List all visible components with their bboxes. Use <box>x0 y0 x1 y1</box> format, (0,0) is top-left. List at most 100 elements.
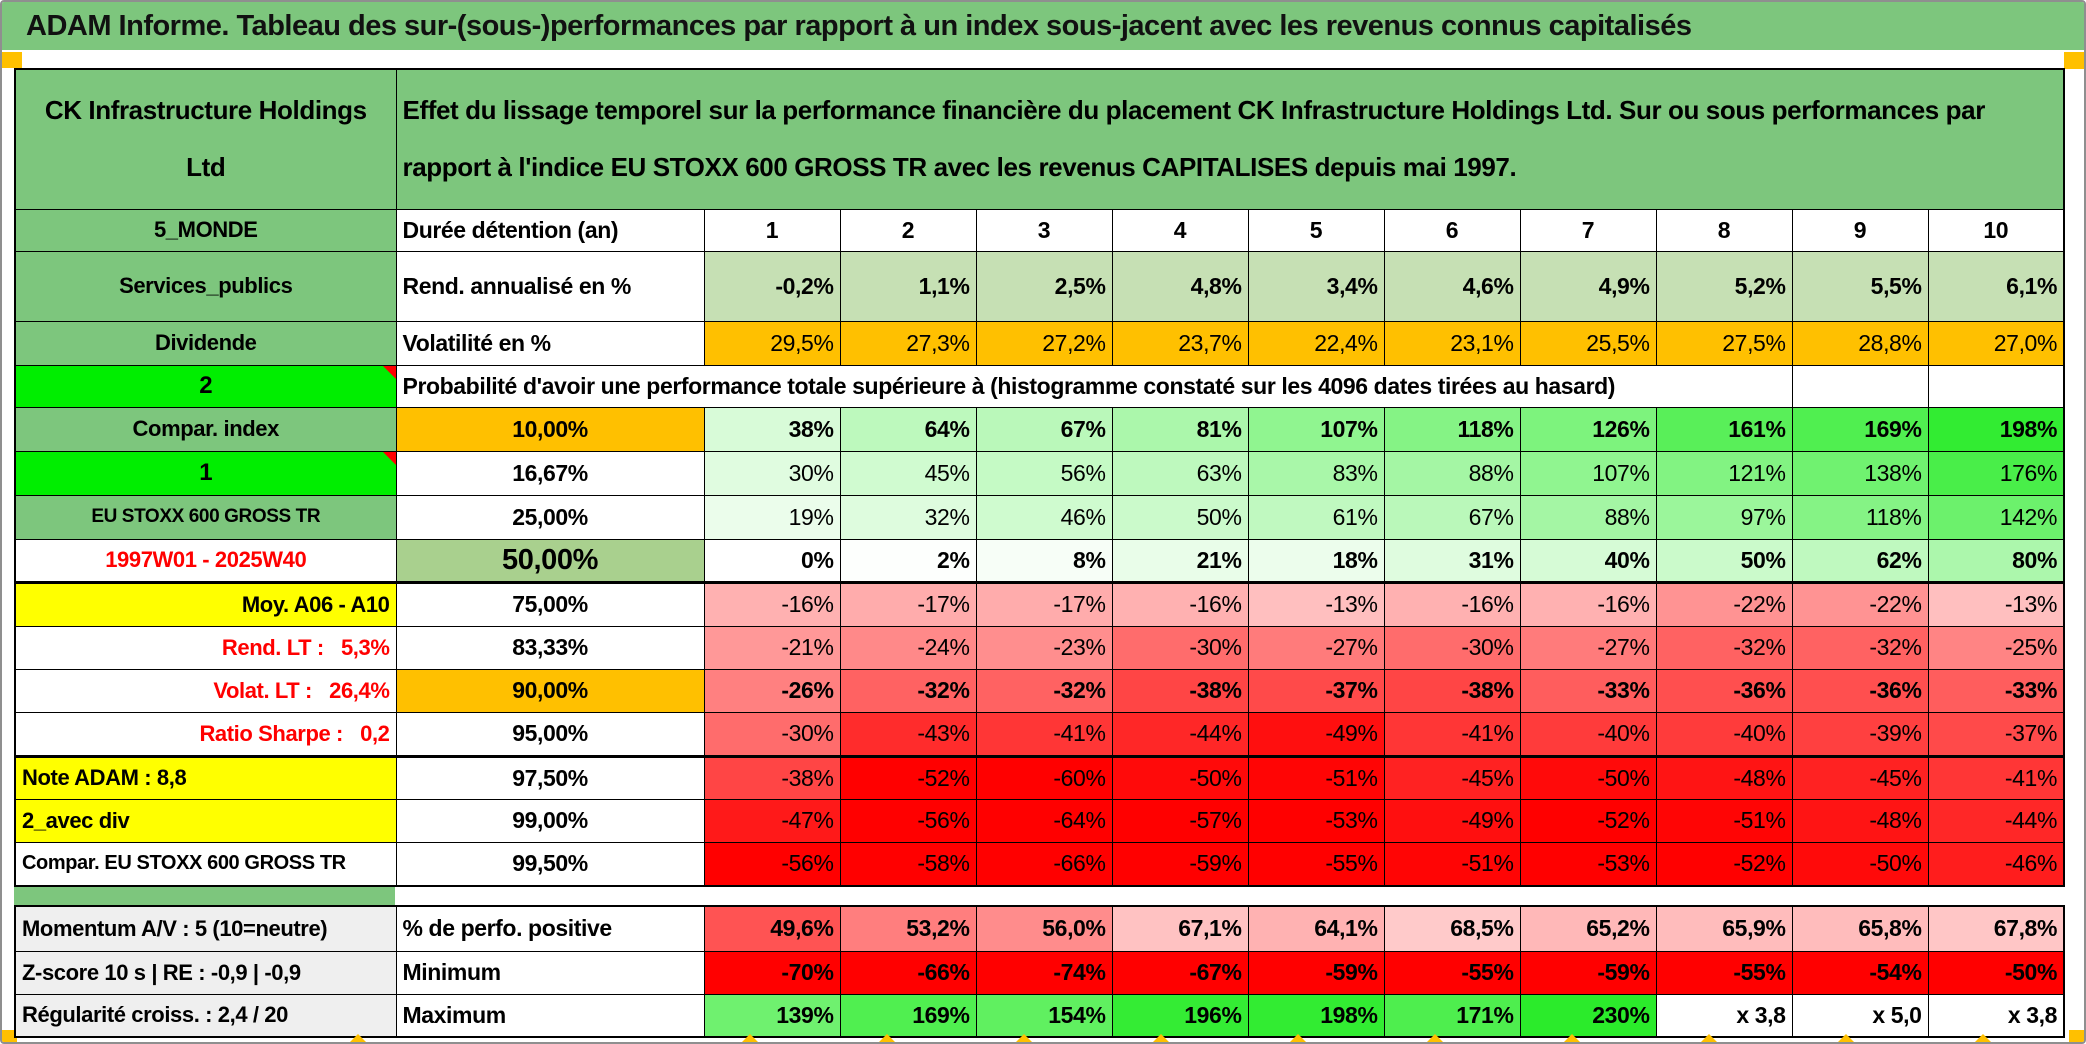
value-cell[interactable]: -64% <box>975 798 1113 843</box>
value-cell[interactable]: 7 <box>1519 208 1657 252</box>
value-cell[interactable]: 196% <box>1111 993 1249 1038</box>
value-cell[interactable]: -51% <box>1655 798 1793 843</box>
value-cell[interactable]: 3,4% <box>1247 250 1385 322</box>
value-cell[interactable]: 67% <box>1383 494 1521 540</box>
value-cell[interactable]: -16% <box>1111 580 1249 627</box>
threshold[interactable]: 25,00% <box>395 494 705 540</box>
value-cell[interactable]: -52% <box>1655 841 1793 887</box>
value-cell[interactable]: 28,8% <box>1791 320 1929 366</box>
value-cell[interactable]: 118% <box>1383 406 1521 452</box>
threshold[interactable]: 97,50% <box>395 754 705 800</box>
value-cell[interactable]: -21% <box>703 625 841 670</box>
value-cell[interactable]: 29,5% <box>703 320 841 366</box>
value-cell[interactable]: 27,2% <box>975 320 1113 366</box>
value-cell[interactable]: -67% <box>1111 950 1249 995</box>
value-cell[interactable]: 169% <box>839 993 977 1038</box>
value-cell[interactable]: 56% <box>975 450 1113 496</box>
value-cell[interactable]: 64,1% <box>1247 905 1385 952</box>
value-cell[interactable]: -32% <box>1791 625 1929 670</box>
value-cell[interactable]: 65,9% <box>1655 905 1793 952</box>
threshold[interactable]: 99,00% <box>395 798 705 843</box>
value-cell[interactable]: -17% <box>975 580 1113 627</box>
value-cell[interactable]: 4,6% <box>1383 250 1521 322</box>
row-label[interactable]: 2_avec div <box>14 798 397 843</box>
value-cell[interactable]: 65,2% <box>1519 905 1657 952</box>
table-description[interactable]: Effet du lissage temporel sur la perform… <box>395 68 2065 210</box>
value-cell[interactable]: -55% <box>1655 950 1793 995</box>
value-cell[interactable]: 88% <box>1383 450 1521 496</box>
value-cell[interactable]: -57% <box>1111 798 1249 843</box>
value-cell[interactable]: -59% <box>1519 950 1657 995</box>
value-cell[interactable]: x 5,0 <box>1791 993 1929 1038</box>
value-cell[interactable]: -17% <box>839 580 977 627</box>
value-cell[interactable]: -36% <box>1655 668 1793 713</box>
value-cell[interactable]: 67,8% <box>1927 905 2065 952</box>
value-cell[interactable]: 5,5% <box>1791 250 1929 322</box>
value-cell[interactable]: -41% <box>1927 754 2065 800</box>
value-cell[interactable]: 4,8% <box>1111 250 1249 322</box>
value-cell[interactable]: -43% <box>839 711 977 757</box>
value-cell[interactable]: 67,1% <box>1111 905 1249 952</box>
value-cell[interactable]: -66% <box>975 841 1113 887</box>
value-cell[interactable]: -46% <box>1927 841 2065 887</box>
value-cell[interactable]: -16% <box>1383 580 1521 627</box>
value-cell[interactable]: 107% <box>1519 450 1657 496</box>
threshold[interactable]: 95,00% <box>395 711 705 757</box>
value-cell[interactable]: 40% <box>1519 538 1657 583</box>
value-cell[interactable]: 27,0% <box>1927 320 2065 366</box>
value-cell[interactable]: -50% <box>1927 950 2065 995</box>
value-cell[interactable]: -13% <box>1927 580 2065 627</box>
value-cell[interactable]: -47% <box>703 798 841 843</box>
value-cell[interactable]: 64% <box>839 406 977 452</box>
value-cell[interactable]: -50% <box>1791 841 1929 887</box>
value-cell[interactable]: 8% <box>975 538 1113 583</box>
row-label[interactable]: 5_MONDE <box>14 208 397 252</box>
value-cell[interactable]: 198% <box>1247 993 1385 1038</box>
row-label[interactable]: Volat. LT : 26,4% <box>14 668 397 713</box>
threshold[interactable]: 99,50% <box>395 841 705 887</box>
value-cell[interactable]: -27% <box>1247 625 1385 670</box>
value-cell[interactable]: 32% <box>839 494 977 540</box>
value-cell[interactable]: -49% <box>1247 711 1385 757</box>
value-cell[interactable]: 23,1% <box>1383 320 1521 366</box>
value-cell[interactable]: 121% <box>1655 450 1793 496</box>
value-cell[interactable]: -55% <box>1247 841 1385 887</box>
value-cell[interactable]: -70% <box>703 950 841 995</box>
value-cell[interactable]: -56% <box>839 798 977 843</box>
value-cell[interactable]: 50% <box>1655 538 1793 583</box>
value-cell[interactable]: -74% <box>975 950 1113 995</box>
row-label[interactable]: Note ADAM : 8,8 <box>14 754 397 800</box>
row-label[interactable]: Momentum A/V : 5 (10=neutre) <box>14 905 397 952</box>
value-cell[interactable]: -66% <box>839 950 977 995</box>
value-cell[interactable]: 2 <box>839 208 977 252</box>
row-label[interactable]: 2 <box>14 364 397 408</box>
value-cell[interactable]: 161% <box>1655 406 1793 452</box>
value-cell[interactable]: -39% <box>1791 711 1929 757</box>
value-cell[interactable]: -40% <box>1519 711 1657 757</box>
value-cell[interactable]: -45% <box>1383 754 1521 800</box>
row-label[interactable]: Z-score 10 s | RE : -0,9 | -0,9 <box>14 950 397 995</box>
value-cell[interactable]: -60% <box>975 754 1113 800</box>
value-cell[interactable]: 118% <box>1791 494 1929 540</box>
value-cell[interactable]: -59% <box>1247 950 1385 995</box>
threshold[interactable]: 90,00% <box>395 668 705 713</box>
value-cell[interactable]: -51% <box>1247 754 1385 800</box>
value-cell[interactable]: 50% <box>1111 494 1249 540</box>
value-cell[interactable]: 2% <box>839 538 977 583</box>
value-cell[interactable]: -36% <box>1791 668 1929 713</box>
value-cell[interactable]: 31% <box>1383 538 1521 583</box>
row-label[interactable]: 1 <box>14 450 397 496</box>
metric-label[interactable]: % de perfo. positive <box>395 905 705 952</box>
threshold[interactable]: 16,67% <box>395 450 705 496</box>
row-label[interactable]: Dividende <box>14 320 397 366</box>
value-cell[interactable]: -32% <box>1655 625 1793 670</box>
value-cell[interactable]: -56% <box>703 841 841 887</box>
value-cell[interactable]: 6,1% <box>1927 250 2065 322</box>
threshold[interactable]: 10,00% <box>395 406 705 452</box>
value-cell[interactable]: 38% <box>703 406 841 452</box>
value-cell[interactable]: 97% <box>1655 494 1793 540</box>
value-cell[interactable]: -37% <box>1927 711 2065 757</box>
value-cell[interactable]: 61% <box>1247 494 1385 540</box>
value-cell[interactable]: -59% <box>1111 841 1249 887</box>
value-cell[interactable]: -41% <box>1383 711 1521 757</box>
